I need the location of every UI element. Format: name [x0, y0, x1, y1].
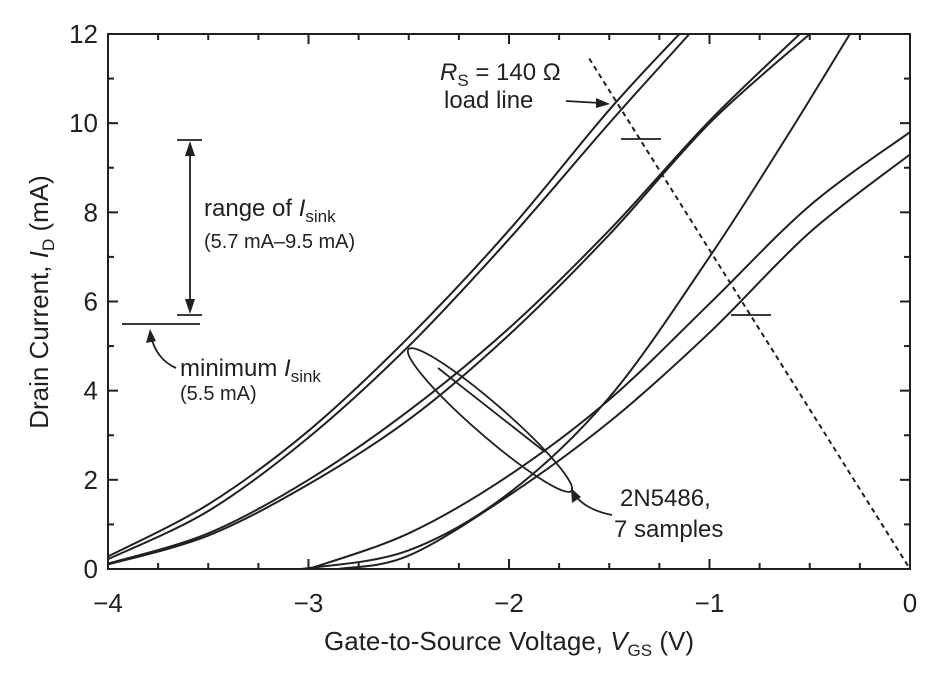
samples-count: 7 samples	[614, 516, 723, 543]
samples-arrow-icon	[571, 488, 581, 503]
y-tick-label: 10	[69, 108, 98, 138]
series-curve-3	[108, 34, 801, 565]
range-label: range of Isink	[204, 195, 336, 226]
y-axis-title: Drain Current, ID (mA)	[24, 175, 58, 429]
sample-group-ellipse	[406, 347, 574, 493]
y-tick-label: 8	[84, 197, 98, 227]
series-curve-4	[108, 34, 811, 566]
series-curve-7	[338, 153, 910, 569]
range-values: (5.7 mA–9.5 mA)	[204, 231, 355, 253]
series-curve-5	[278, 34, 851, 569]
load-line-label-2: load line	[444, 87, 533, 114]
load-line-label: RS = 140 Ω	[440, 59, 561, 90]
series-curve-1	[108, 34, 681, 558]
y-tick-label: 4	[84, 376, 98, 406]
x-axis-title: Gate-to-Source Voltage, VGS (V)	[324, 626, 694, 660]
sample-group-axis	[437, 367, 546, 453]
minimum-value: (5.5 mA)	[180, 383, 257, 405]
x-tick-label: −1	[695, 588, 725, 618]
minimum-label: minimum Isink	[180, 355, 321, 386]
x-tick-label: 0	[903, 588, 917, 618]
series-curve-6	[308, 131, 910, 569]
load-line	[588, 57, 911, 570]
axis-tick-labels: −4 −3 −2 −1 0 0 2 4 6 8 10 12	[69, 19, 917, 618]
y-tick-label: 12	[69, 19, 98, 49]
samples-label: 2N5486,	[620, 485, 711, 512]
curve-series-group	[108, 34, 910, 569]
axis-ticks	[107, 33, 911, 570]
minimum-arrow-icon	[146, 329, 156, 343]
x-tick-label: −3	[294, 588, 324, 618]
x-tick-label: −4	[93, 588, 123, 618]
x-tick-label: −2	[494, 588, 524, 618]
samples-pointer	[575, 495, 613, 516]
range-arrow-down-icon	[185, 299, 195, 314]
load-line-pointer	[565, 100, 601, 104]
load-line-arrow-icon	[596, 98, 610, 108]
range-arrow-up-icon	[185, 141, 195, 156]
y-tick-label: 6	[84, 287, 98, 317]
series-curve-2	[108, 34, 691, 561]
y-tick-label: 0	[84, 554, 98, 584]
plot-frame	[107, 33, 911, 570]
y-tick-label: 2	[84, 465, 98, 495]
